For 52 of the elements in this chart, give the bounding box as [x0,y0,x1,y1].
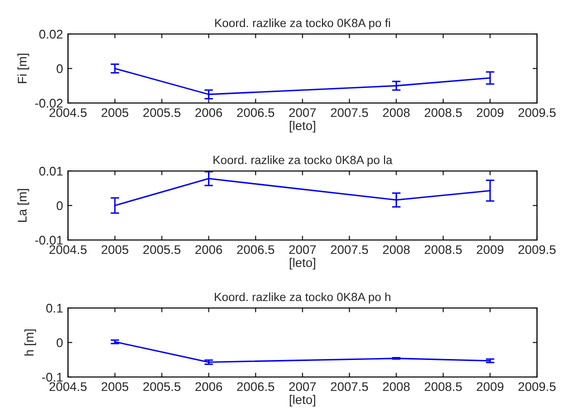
x-tick-label: 2006 [195,245,222,254]
x-tick-label: 2006 [195,382,222,392]
x-tick-label: 2005.5 [143,382,180,392]
x-tick-label: 2007.5 [330,245,368,254]
x-tick-label: 2005.5 [143,108,180,118]
y-tick-label: 0 [56,64,63,74]
y-axis-title: La [m] [17,189,30,222]
x-axis-title: [leto] [290,394,316,407]
x-tick-label: 2007.5 [330,382,368,392]
x-tick-label: 2009.5 [518,108,556,118]
x-tick-label: 2007 [289,382,316,392]
line-series [114,68,491,96]
x-tick-label: 2006.5 [237,382,274,392]
y-tick-label: 0.02 [39,30,63,39]
x-tick-label: 2006.5 [237,108,274,118]
y-tick-label: 0 [56,338,63,348]
y-tick-label: -0.1 [42,372,63,382]
x-tick-label: 2008 [383,108,410,118]
y-tick-label: 0 [56,201,63,210]
chart-title: Koord. razlike za tocko 0K8A po fi [215,18,390,30]
y-tick-label: -0.01 [35,236,63,245]
x-tick-label: 2009 [476,382,504,392]
x-tick-label: 2009 [476,108,504,118]
x-tick-label: 2008.5 [424,108,462,118]
x-tick-label: 2005 [102,382,128,392]
y-axis-title: h [m] [24,330,36,356]
x-tick-label: 2008 [383,382,410,392]
chart-title: Koord. razlike za tocko 0K8A po h [214,292,390,304]
x-tick-label: 2008.5 [424,382,462,392]
y-tick-label: 0.01 [39,166,63,176]
x-tick-label: 2006.5 [237,245,274,254]
x-tick-label: 2007.5 [330,108,368,118]
x-tick-label: 2005.5 [143,245,180,254]
x-tick-label: 2004.5 [50,245,87,254]
y-axis-title: Fi [m] [17,54,30,84]
y-tick-label: -0.02 [35,98,63,108]
x-tick-label: 2006 [195,108,222,118]
x-axis-title: [leto] [290,258,316,270]
x-tick-label: 2008 [383,245,410,254]
x-tick-label: 2009.5 [518,382,556,392]
x-tick-label: 2008.5 [424,245,462,254]
x-tick-label: 2009.5 [518,245,556,254]
x-axis-title: [leto] [290,120,316,133]
x-tick-label: 2007 [289,245,316,254]
x-tick-label: 2009 [476,245,504,254]
y-tick-label: 0.1 [46,304,63,313]
chart-title: Koord. razlike za tocko 0K8A po la [214,156,392,167]
x-tick-label: 2007 [289,108,316,118]
x-tick-label: 2005 [102,245,128,254]
x-tick-label: 2005 [102,108,128,118]
x-tick-label: 2004.5 [50,382,87,392]
x-tick-label: 2004.5 [50,108,87,118]
